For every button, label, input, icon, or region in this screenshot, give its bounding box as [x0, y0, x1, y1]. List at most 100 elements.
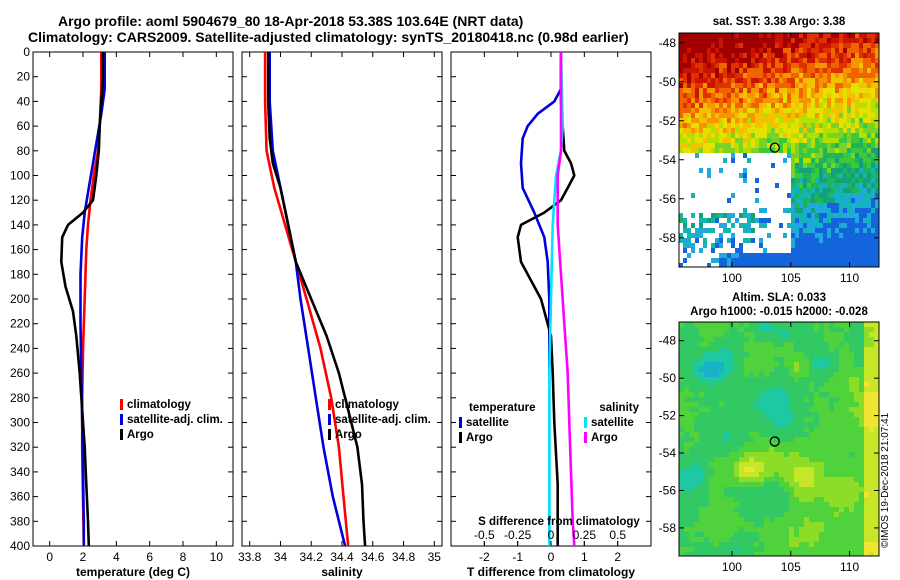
sla-cell — [834, 407, 839, 412]
sla-cell — [839, 482, 844, 487]
sla-cell — [724, 527, 729, 532]
sst-cell — [851, 198, 855, 203]
sla-cell — [859, 517, 864, 522]
sst-cell — [715, 53, 719, 58]
sla-cell — [779, 547, 784, 552]
sst-cell — [747, 103, 751, 108]
sla-cell — [724, 432, 729, 437]
sst-cell — [839, 118, 843, 123]
sla-cell — [694, 377, 699, 382]
sla-cell — [709, 387, 714, 392]
sst-cell — [791, 158, 795, 163]
sst-cell — [863, 108, 867, 113]
sla-cell — [774, 532, 779, 537]
sst-cell — [839, 188, 843, 193]
sla-cell — [854, 542, 859, 547]
sla-cell — [704, 487, 709, 492]
sst-cell — [755, 128, 759, 133]
sla-cell — [734, 342, 739, 347]
sla-cell — [834, 477, 839, 482]
sst-cell — [807, 263, 811, 267]
map-x-tick-label: 100 — [722, 271, 742, 285]
sla-cell — [869, 332, 874, 337]
sst-cell — [763, 123, 767, 128]
sst-cell — [827, 118, 831, 123]
sst-cell — [831, 208, 835, 213]
sst-cell — [827, 88, 831, 93]
sst-cell — [719, 93, 723, 98]
sst-cell — [855, 73, 859, 78]
sst-cell — [851, 243, 855, 248]
sla-cell — [679, 382, 684, 387]
sst-cell — [759, 33, 763, 38]
sla-cell — [824, 387, 829, 392]
sla-cell — [784, 467, 789, 472]
sla-cell — [769, 497, 774, 502]
sst-cell — [699, 108, 703, 113]
sla-cell — [854, 347, 859, 352]
sla-cell — [834, 497, 839, 502]
sst-cell — [851, 33, 855, 38]
sst-cell — [787, 48, 791, 53]
sst-cell — [771, 38, 775, 43]
sst-cell — [875, 33, 879, 38]
sla-cell — [704, 507, 709, 512]
sst-cell — [851, 113, 855, 118]
sla-cell — [754, 357, 759, 362]
sst-cell — [759, 93, 763, 98]
sla-cell — [834, 502, 839, 507]
x-tick-label: 34.4 — [330, 550, 354, 564]
sla-cell — [699, 492, 704, 497]
sla-cell — [769, 482, 774, 487]
sla-cell — [729, 332, 734, 337]
sla-cell — [769, 452, 774, 457]
sst-cell — [811, 178, 815, 183]
sla-cell — [864, 382, 869, 387]
sla-cell — [699, 462, 704, 467]
sst-cell — [735, 38, 739, 43]
sla-cell — [839, 327, 844, 332]
sla-cell — [759, 542, 764, 547]
sla-cell — [744, 412, 749, 417]
sst-cell — [723, 228, 727, 233]
sla-cell — [684, 342, 689, 347]
top-axis-label: S difference from climatology — [478, 516, 640, 528]
sst-cell — [847, 223, 851, 228]
sla-cell — [839, 467, 844, 472]
sst-cell — [703, 48, 707, 53]
sst-cell — [855, 263, 859, 267]
sla-cell — [774, 497, 779, 502]
sst-cell — [839, 163, 843, 168]
sla-cell — [719, 362, 724, 367]
figure-title-line1: Argo profile: aoml 5904679_80 18-Apr-201… — [58, 13, 524, 29]
sla-cell — [844, 467, 849, 472]
sst-cell — [739, 38, 743, 43]
sla-cell — [874, 347, 879, 352]
sst-cell — [803, 43, 807, 48]
sla-cell — [844, 542, 849, 547]
sst-cell — [819, 53, 823, 58]
sst-cell — [775, 183, 779, 188]
sla-cell — [809, 452, 814, 457]
sla-cell — [859, 472, 864, 477]
sst-cell — [799, 38, 803, 43]
sst-cell — [771, 123, 775, 128]
sst-cell — [767, 48, 771, 53]
sst-cell — [831, 178, 835, 183]
sst-cell — [735, 68, 739, 73]
sla-cell — [789, 497, 794, 502]
sla-cell — [699, 427, 704, 432]
sst-cell — [767, 73, 771, 78]
sst-cell — [823, 228, 827, 233]
sst-cell — [799, 253, 803, 258]
sla-cell — [759, 372, 764, 377]
sla-cell — [764, 397, 769, 402]
sla-cell — [729, 502, 734, 507]
sst-cell — [719, 58, 723, 63]
sst-cell — [727, 53, 731, 58]
sst-cell — [759, 118, 763, 123]
sla-cell — [709, 417, 714, 422]
sla-cell — [814, 342, 819, 347]
sla-cell — [854, 457, 859, 462]
sst-cell — [855, 123, 859, 128]
